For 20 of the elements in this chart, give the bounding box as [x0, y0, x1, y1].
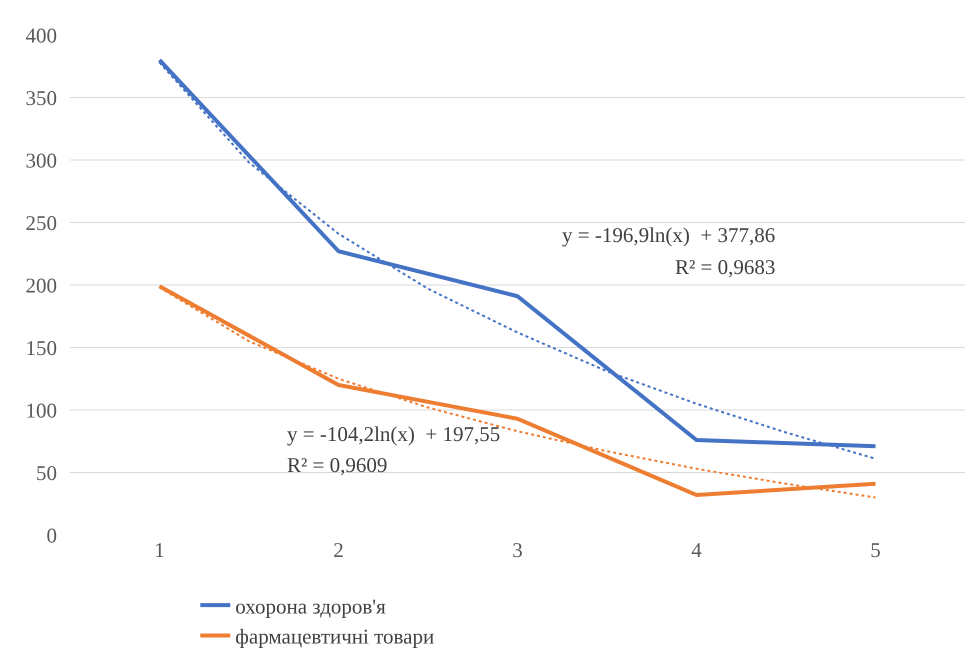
annotation: y = -104,2ln(x) + 197,55 — [287, 422, 500, 446]
annotation: R² = 0,9609 — [287, 453, 388, 477]
x-tick-label: 4 — [691, 538, 702, 562]
y-tick-label: 200 — [26, 273, 57, 298]
x-tick-label: 3 — [512, 538, 523, 562]
legend-label: охорона здоров'я — [235, 594, 386, 618]
y-tick-label: 300 — [26, 148, 57, 172]
y-tick-label: 400 — [26, 23, 57, 48]
x-tick-label: 5 — [870, 538, 881, 562]
y-tick-label: 50 — [36, 460, 57, 485]
x-tick-label: 2 — [333, 538, 344, 562]
y-tick-label: 250 — [26, 210, 57, 235]
y-tick-label: 100 — [26, 398, 57, 422]
y-tick-label: 150 — [26, 336, 57, 360]
y-tick-label: 0 — [46, 523, 57, 548]
x-tick-label: 1 — [154, 538, 165, 562]
annotation: R² = 0,9683 — [675, 255, 776, 279]
annotation: y = -196,9ln(x) + 377,86 — [562, 223, 776, 247]
legend-label: фармацевтичні товари — [235, 624, 434, 649]
y-tick-label: 350 — [26, 86, 57, 110]
